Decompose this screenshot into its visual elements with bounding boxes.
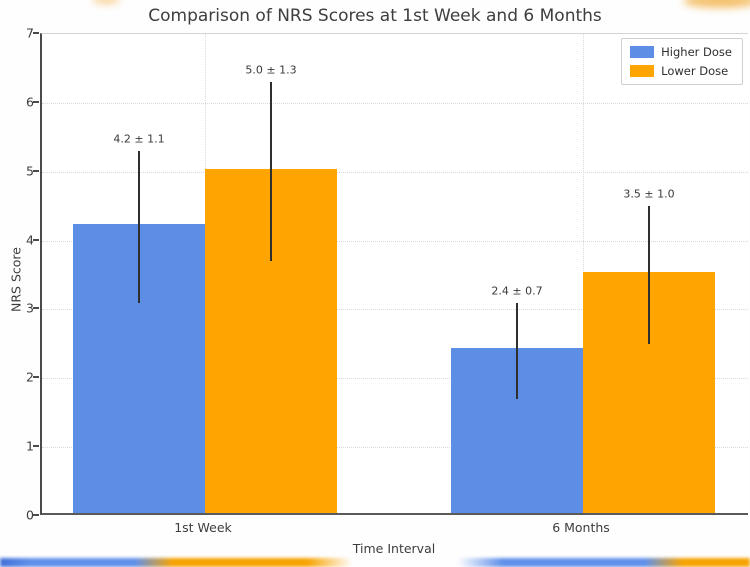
y-tick-mark — [33, 376, 39, 379]
horizontal-gridline — [42, 447, 748, 449]
horizontal-gridline — [42, 102, 748, 104]
y-tick-label: 4 — [26, 232, 34, 248]
y-tick-mark — [33, 238, 39, 241]
y-tick-label: 5 — [26, 163, 34, 179]
y-tick-mark — [33, 100, 39, 103]
horizontal-gridline — [42, 171, 748, 173]
horizontal-gridline — [42, 309, 748, 311]
y-tick-mark — [33, 514, 39, 516]
chart-title: Comparison of NRS Scores at 1st Week and… — [148, 6, 602, 26]
y-tick-label: 0 — [26, 507, 34, 523]
bottom-color-strip — [0, 558, 750, 567]
error-bar — [516, 302, 518, 399]
legend-label: Lower Dose — [661, 64, 729, 78]
chart-legend: Higher Dose Lower Dose — [621, 38, 743, 85]
higher-dose-swatch — [630, 46, 655, 58]
x-tick-label: 6 Months — [552, 520, 610, 535]
y-tick-mark — [33, 32, 39, 34]
y-tick-label: 7 — [26, 25, 34, 41]
top-edge-artifact — [92, 0, 120, 4]
error-bar — [648, 206, 650, 344]
legend-item-lower-dose: Lower Dose — [630, 64, 732, 78]
y-tick-mark — [33, 169, 39, 172]
y-tick-label: 2 — [26, 369, 34, 385]
y-tick-label: 1 — [26, 438, 34, 454]
y-tick-mark — [33, 307, 39, 310]
x-tick-label: 1st Week — [174, 520, 232, 535]
error-bar — [270, 82, 272, 262]
bar-value-annotation: 2.4 ± 0.7 — [491, 284, 543, 298]
horizontal-gridline — [42, 240, 748, 242]
bar-value-annotation: 4.2 ± 1.1 — [113, 132, 165, 146]
y-tick-mark — [33, 445, 39, 448]
y-tick-label: 3 — [26, 300, 34, 316]
top-edge-artifact — [683, 0, 750, 8]
bar-value-annotation: 5.0 ± 1.3 — [245, 63, 297, 77]
legend-item-higher-dose: Higher Dose — [630, 45, 732, 59]
y-tick-label: 6 — [26, 94, 34, 110]
error-bar — [138, 151, 140, 303]
bar-value-annotation: 3.5 ± 1.0 — [623, 187, 675, 201]
legend-label: Higher Dose — [661, 45, 732, 59]
horizontal-gridline — [42, 378, 748, 380]
lower-dose-swatch — [630, 65, 655, 77]
x-axis-title: Time Interval — [352, 541, 436, 556]
plot-area: 4.2 ± 1.1 2.4 ± 0.7 5.0 ± 1.3 3.5 ± 1.0 — [40, 33, 748, 515]
